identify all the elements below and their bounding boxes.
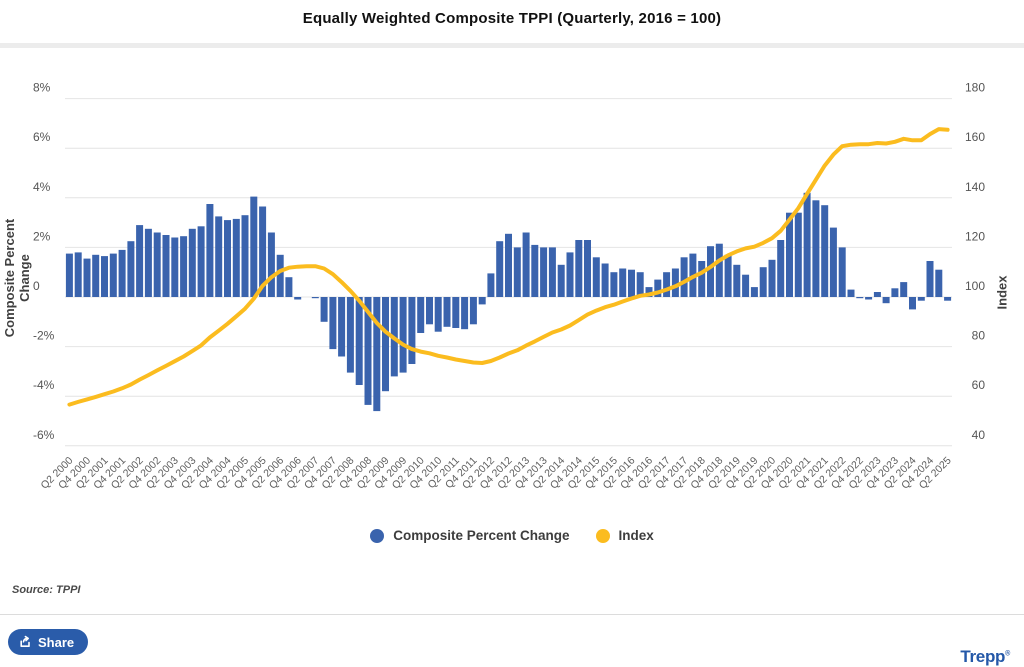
svg-text:2%: 2% [33,229,51,243]
svg-text:-4%: -4% [33,378,55,392]
legend-item-index[interactable]: Index [595,528,654,543]
chart-legend: Composite Percent Change Index [0,528,1024,543]
share-icon [18,635,32,649]
footer-divider [0,614,1024,615]
svg-text:60: 60 [972,378,986,392]
right-axis-tick-labels: 180 160 140 120 100 80 60 40 [965,81,985,442]
svg-text:40: 40 [972,428,986,442]
legend-item-label: Composite Percent Change [393,528,570,543]
index-line [67,127,950,407]
share-button-label: Share [38,634,75,650]
svg-text:80: 80 [972,329,986,343]
svg-text:0: 0 [33,279,40,293]
right-axis-title: Index [994,275,1010,310]
legend-item-label: Index [618,528,654,543]
composite-percent-change-bars [65,192,952,412]
index-series-dot-icon [595,528,610,543]
share-button[interactable]: Share [8,629,89,655]
svg-text:4%: 4% [33,180,51,194]
svg-text:6%: 6% [33,130,51,144]
source-note: Source: TPPI [12,584,81,596]
left-axis-tick-labels: 8% 6% 4% 2% 0 -2% -4% -6% [33,81,55,442]
svg-text:180: 180 [965,81,985,95]
svg-text:120: 120 [965,229,985,243]
svg-text:-2%: -2% [33,329,55,343]
registered-mark-icon: ® [1005,650,1010,658]
legend-item-composite[interactable]: Composite Percent Change [370,528,570,543]
svg-text:140: 140 [965,180,985,194]
chart-title: Equally Weighted Composite TPPI (Quarter… [302,10,722,27]
composite-series-dot-icon [370,528,385,543]
header-divider [0,43,1024,48]
svg-text:100: 100 [965,279,985,293]
svg-text:160: 160 [965,130,985,144]
svg-text:-6%: -6% [33,428,55,442]
tppi-combo-chart: 8% 6% 4% 2% 0 -2% -4% -6% 180 160 140 120 100 80 60 40 Q… [33,81,985,492]
trepp-logo[interactable]: Trepp® [960,647,1010,666]
svg-text:8%: 8% [33,81,51,95]
left-axis-title: Composite Percent Change [2,218,32,338]
